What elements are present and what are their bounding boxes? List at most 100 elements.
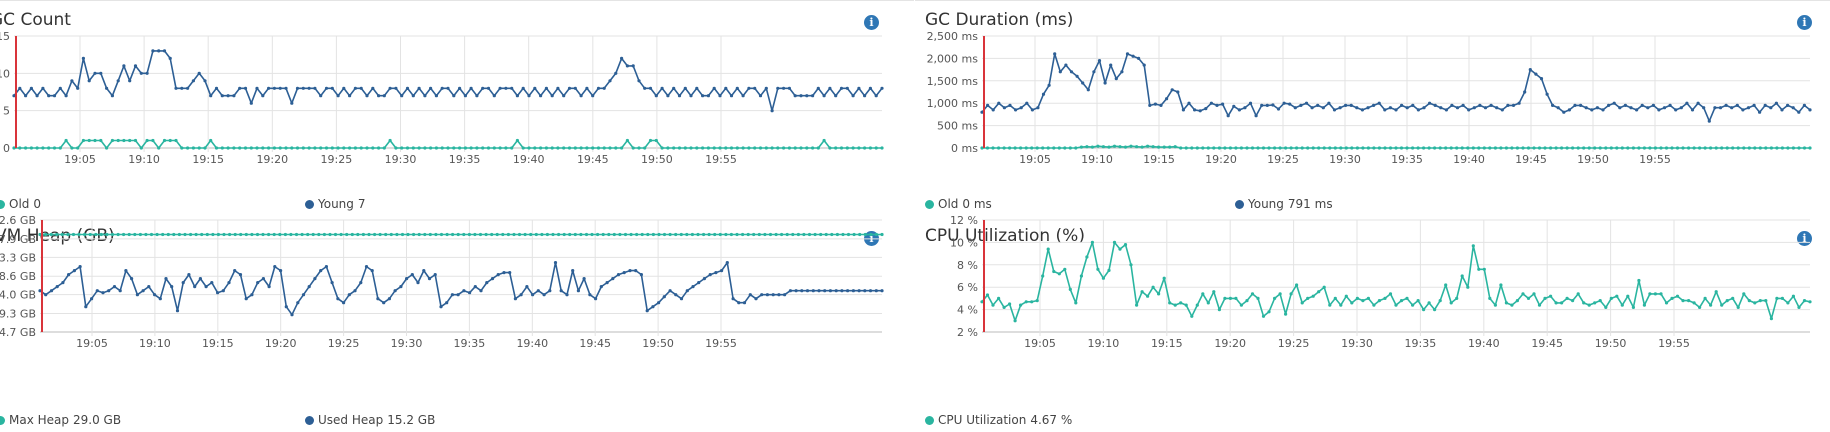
data-point — [1543, 296, 1547, 300]
data-point — [423, 94, 427, 98]
cpu-utilization-panel: CPU Utilization (%) i 2 % 4 % 6 % 8 % 10 % 12… — [915, 216, 1830, 432]
data-point — [306, 232, 310, 237]
data-point — [1008, 302, 1012, 306]
data-point — [1802, 299, 1807, 303]
data-point — [614, 71, 618, 75]
legend-item-max-heap[interactable]: Max Heap 29.0 GB — [0, 413, 121, 427]
data-point — [1713, 106, 1717, 110]
data-point — [1041, 274, 1045, 278]
data-point — [244, 297, 248, 301]
data-point — [118, 289, 122, 293]
data-point — [157, 146, 161, 150]
data-point — [433, 273, 437, 277]
data-point — [691, 285, 695, 289]
data-point — [783, 293, 787, 297]
info-icon[interactable]: i — [1797, 15, 1812, 30]
data-point — [365, 146, 369, 150]
data-point — [1427, 301, 1431, 305]
data-point — [1747, 146, 1751, 150]
data-point — [714, 271, 718, 275]
legend-item-used-heap[interactable]: Used Heap 15.2 GB — [305, 413, 435, 427]
legend-item-young[interactable]: Young 7 — [305, 197, 366, 211]
data-point — [1709, 303, 1713, 307]
data-point — [168, 138, 172, 143]
data-point — [376, 297, 380, 301]
data-point — [622, 271, 626, 275]
data-point — [834, 289, 838, 293]
data-point — [674, 232, 678, 237]
data-point — [328, 232, 332, 237]
legend-item-old[interactable]: Old 0 — [0, 197, 41, 211]
data-point — [1752, 103, 1756, 107]
data-point — [135, 293, 139, 297]
data-point — [1388, 292, 1393, 296]
data-point — [64, 138, 68, 143]
data-point — [824, 232, 828, 237]
data-point — [1013, 319, 1017, 323]
data-point — [1289, 292, 1293, 296]
legend-label: Max Heap — [9, 413, 69, 427]
data-point — [1797, 305, 1801, 309]
data-point — [584, 232, 589, 237]
data-point — [1758, 299, 1762, 303]
data-point — [1058, 70, 1062, 74]
data-point — [1079, 145, 1083, 149]
data-point — [1123, 243, 1128, 247]
data-point — [1623, 103, 1627, 107]
data-point — [1642, 146, 1646, 150]
data-point — [267, 232, 271, 237]
data-point — [1769, 146, 1773, 150]
data-point — [1170, 88, 1174, 92]
legend-item-cpu-utilization[interactable]: CPU Utilization 4.67 % — [925, 413, 1072, 427]
data-point — [874, 232, 879, 237]
data-point — [1455, 296, 1459, 300]
data-point — [868, 146, 873, 150]
x-tick-label: 19:35 — [1391, 153, 1423, 166]
data-point — [1112, 240, 1117, 244]
data-point — [758, 146, 763, 150]
data-point — [620, 146, 624, 150]
data-point — [521, 86, 525, 90]
data-point — [290, 313, 294, 317]
data-point — [991, 303, 995, 307]
info-icon[interactable]: i — [864, 15, 879, 30]
data-point — [506, 232, 510, 237]
data-point — [220, 94, 224, 98]
data-point — [1720, 146, 1724, 150]
data-point — [525, 285, 529, 289]
x-tick-label: 19:05 — [1024, 337, 1056, 350]
data-point — [1681, 146, 1685, 150]
data-point — [1758, 146, 1762, 150]
data-point — [209, 94, 213, 98]
data-point — [782, 146, 786, 150]
data-point — [668, 232, 672, 237]
data-point — [1064, 63, 1068, 67]
data-point — [475, 146, 479, 150]
x-tick-label: 19:15 — [202, 337, 234, 350]
data-point — [1537, 303, 1542, 307]
data-point — [845, 86, 849, 90]
legend-item-young[interactable]: Young 791 ms — [1235, 197, 1333, 211]
data-point — [255, 86, 259, 90]
y-tick-label: 10 — [0, 67, 10, 80]
data-point — [256, 281, 260, 285]
data-point — [556, 86, 560, 90]
data-point — [172, 232, 176, 237]
data-point — [1181, 108, 1185, 112]
data-point — [1775, 146, 1779, 150]
data-point — [729, 146, 734, 150]
data-point — [133, 138, 138, 143]
data-point — [1780, 108, 1784, 112]
data-point — [399, 285, 403, 289]
data-point — [469, 86, 473, 90]
data-point — [1523, 90, 1527, 94]
data-point — [41, 86, 45, 90]
data-point — [701, 94, 705, 98]
data-point — [452, 94, 456, 98]
data-point — [1316, 103, 1320, 107]
data-point — [1786, 301, 1790, 305]
legend-item-old[interactable]: Old 0 ms — [925, 197, 992, 211]
data-point — [588, 293, 592, 297]
data-point — [267, 285, 271, 289]
data-point — [672, 86, 676, 90]
